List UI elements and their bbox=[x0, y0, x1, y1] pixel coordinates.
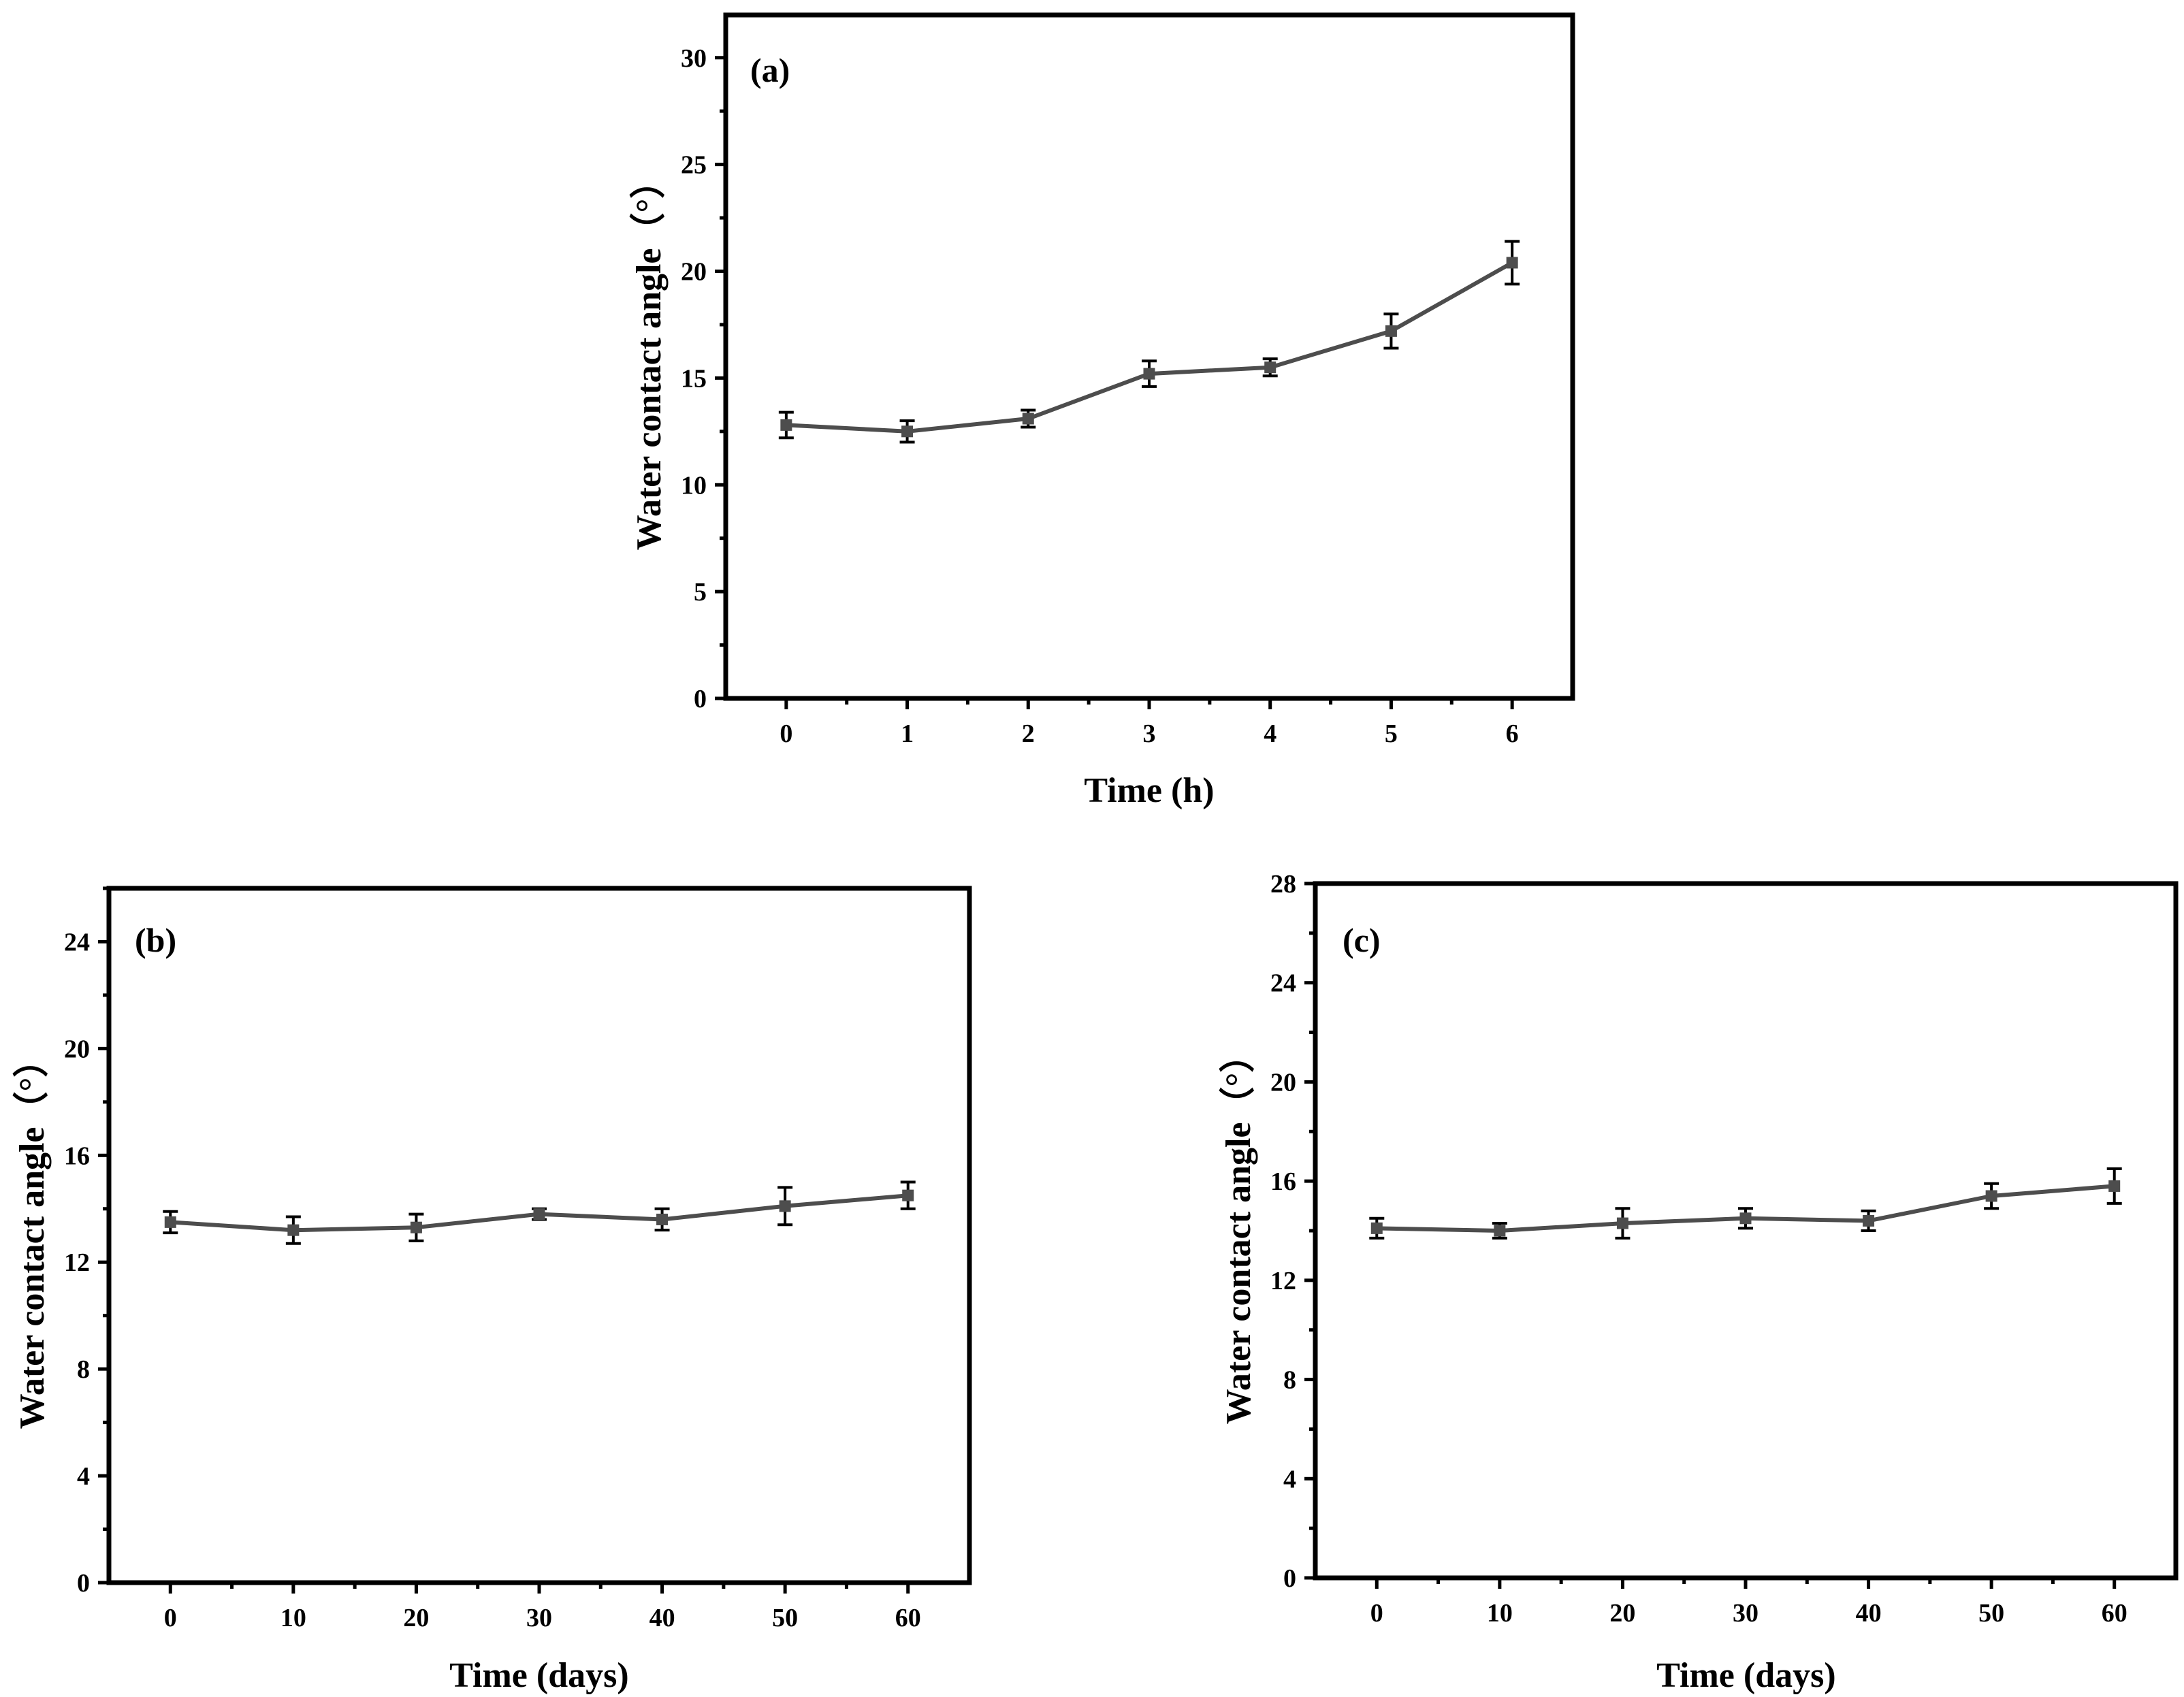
data-point bbox=[1143, 368, 1155, 380]
y-tick-label: 0 bbox=[1283, 1564, 1296, 1593]
data-point bbox=[779, 1200, 791, 1212]
x-tick-label: 0 bbox=[164, 1604, 177, 1632]
y-axis-title: Water contact angle（°） bbox=[12, 1042, 52, 1429]
data-point bbox=[656, 1213, 669, 1225]
data-point bbox=[1494, 1225, 1506, 1237]
y-tick-label: 30 bbox=[681, 44, 707, 73]
x-tick-label: 6 bbox=[1506, 720, 1519, 748]
data-point bbox=[780, 419, 792, 431]
x-tick-label: 0 bbox=[780, 720, 792, 748]
data-point bbox=[1506, 257, 1518, 269]
y-tick-label: 12 bbox=[64, 1248, 90, 1277]
y-tick-label: 8 bbox=[1283, 1366, 1296, 1395]
y-axis-title: Water contact angle（°） bbox=[1219, 1037, 1258, 1425]
y-tick-label: 10 bbox=[681, 471, 707, 500]
x-tick-label: 10 bbox=[280, 1604, 306, 1632]
x-tick-label: 40 bbox=[649, 1604, 675, 1632]
y-tick-label: 20 bbox=[64, 1035, 90, 1063]
panel-label: (c) bbox=[1343, 921, 1381, 959]
chart-panel-c: 0 10 20 30 40 50 60 0 4 8 12 16 20 24 28 (c) Time (day… bbox=[1219, 870, 2179, 1695]
x-tick-label: 3 bbox=[1143, 720, 1156, 748]
y-tick-label: 16 bbox=[1270, 1167, 1296, 1196]
x-tick-label: 10 bbox=[1487, 1599, 1513, 1628]
data-point bbox=[1985, 1190, 1997, 1202]
data-point bbox=[1385, 325, 1397, 337]
chart-panel-b: 0 10 20 30 40 50 60 0 4 8 12 16 20 24 (b) Time (days)… bbox=[12, 886, 972, 1695]
y-tick-label: 15 bbox=[681, 364, 707, 393]
x-tick-label: 40 bbox=[1856, 1599, 1882, 1628]
y-tick-label: 8 bbox=[77, 1355, 90, 1384]
data-point bbox=[1264, 361, 1276, 374]
data-point bbox=[1863, 1214, 1875, 1227]
x-tick-label: 20 bbox=[403, 1604, 429, 1632]
x-tick-label: 30 bbox=[526, 1604, 552, 1632]
y-tick-label: 28 bbox=[1270, 870, 1296, 899]
x-tick-label: 50 bbox=[1978, 1599, 2004, 1628]
x-axis-title: Time (days) bbox=[449, 1656, 628, 1695]
x-tick-label: 50 bbox=[772, 1604, 798, 1632]
chart-panel-a: 0 1 2 3 4 5 6 0 5 10 15 20 25 30 (a) Time (h) Water c… bbox=[629, 12, 1575, 810]
y-tick-label: 0 bbox=[694, 685, 707, 713]
plot-area-frame bbox=[106, 886, 972, 1585]
series-line bbox=[786, 261, 1513, 434]
x-tick-label: 60 bbox=[2102, 1599, 2127, 1628]
data-point bbox=[287, 1224, 300, 1236]
y-tick-label: 25 bbox=[681, 151, 707, 180]
data-point bbox=[164, 1216, 176, 1228]
x-tick-label: 20 bbox=[1609, 1599, 1635, 1628]
x-axis-title: Time (h) bbox=[1084, 771, 1214, 810]
data-point bbox=[902, 1189, 914, 1201]
y-tick-label: 4 bbox=[77, 1462, 90, 1491]
data-point bbox=[2108, 1180, 2121, 1192]
y-tick-label: 12 bbox=[1270, 1267, 1296, 1295]
data-point bbox=[533, 1208, 545, 1221]
plot-area-frame bbox=[723, 12, 1575, 701]
data-point bbox=[1370, 1222, 1383, 1234]
x-tick-label: 30 bbox=[1733, 1599, 1759, 1628]
x-tick-label: 2 bbox=[1022, 720, 1035, 748]
y-tick-label: 0 bbox=[77, 1569, 90, 1598]
x-tick-label: 4 bbox=[1264, 720, 1276, 748]
panel-label: (b) bbox=[135, 921, 176, 959]
y-tick-label: 24 bbox=[64, 928, 90, 956]
x-tick-label: 5 bbox=[1385, 720, 1398, 748]
y-tick-label: 24 bbox=[1270, 969, 1296, 998]
data-point bbox=[410, 1221, 422, 1233]
data-point bbox=[901, 425, 914, 438]
y-tick-label: 20 bbox=[1270, 1068, 1296, 1097]
x-tick-label: 60 bbox=[895, 1604, 921, 1632]
y-axis-title: Water contact angle（°） bbox=[629, 163, 669, 551]
y-tick-label: 16 bbox=[64, 1142, 90, 1170]
y-tick-label: 20 bbox=[681, 258, 707, 287]
data-point bbox=[1022, 413, 1034, 425]
panel-label: (a) bbox=[750, 51, 790, 89]
data-point bbox=[1739, 1212, 1752, 1225]
x-tick-label: 1 bbox=[901, 720, 914, 748]
y-tick-label: 5 bbox=[694, 578, 707, 607]
data-point bbox=[1616, 1217, 1628, 1229]
x-axis-title: Time (days) bbox=[1656, 1656, 1835, 1695]
x-tick-label: 0 bbox=[1370, 1599, 1383, 1628]
y-tick-label: 4 bbox=[1283, 1465, 1296, 1493]
